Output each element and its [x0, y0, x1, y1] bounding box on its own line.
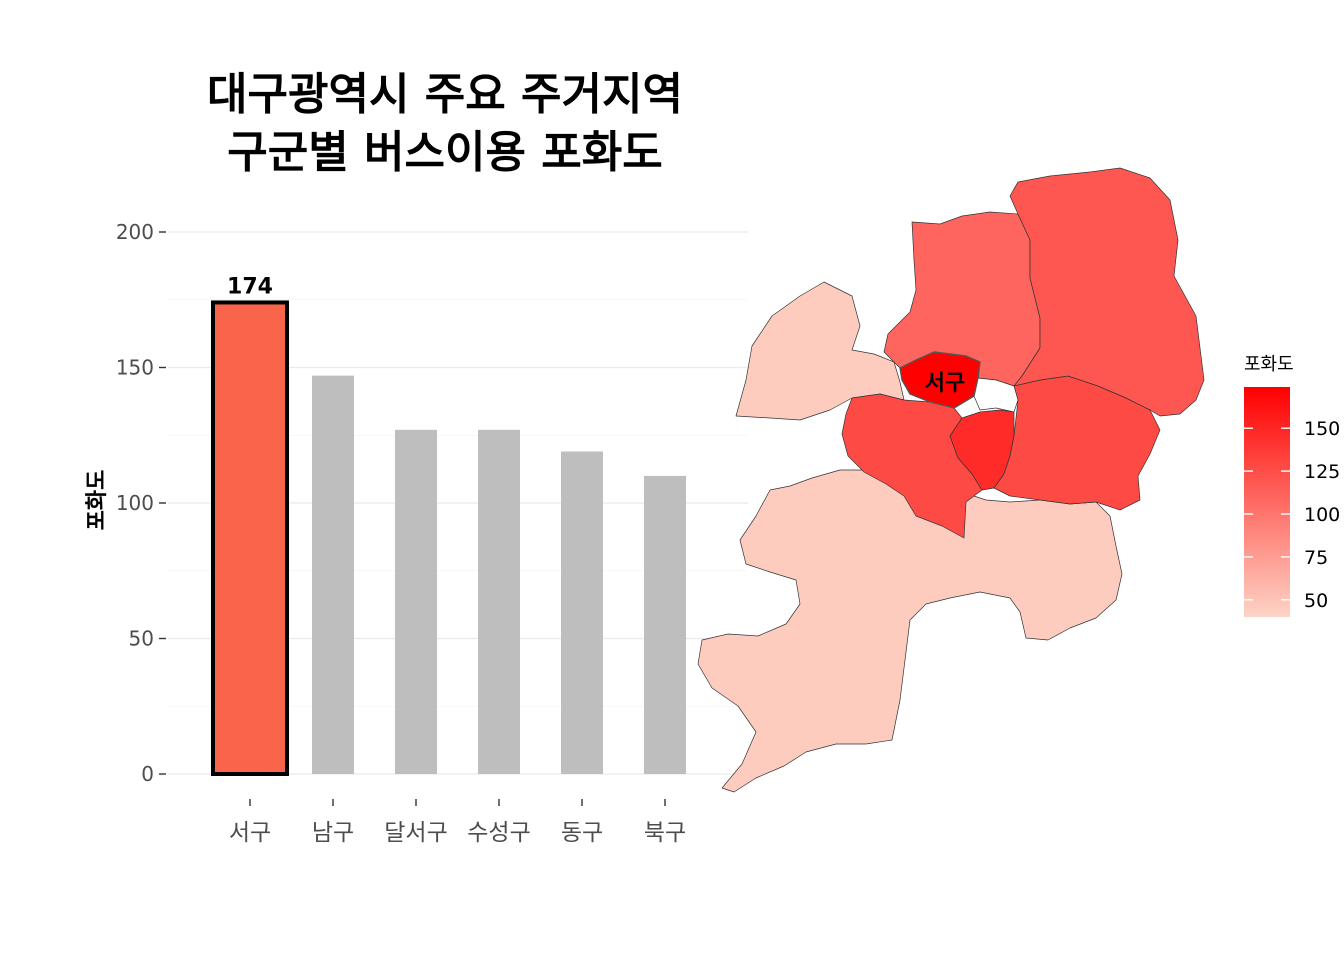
- y-tick-label: 150: [116, 356, 154, 380]
- x-tick-label: 수성구: [467, 820, 530, 846]
- legend-tick-label: 50: [1304, 590, 1328, 612]
- chart-title: 대구광역시 주요 주거지역 구군별 버스이용 포화도: [60, 66, 830, 182]
- map-region: [899, 351, 981, 409]
- x-tick-label: 남구: [312, 820, 354, 846]
- chart-title-line-2: 구군별 버스이용 포화도: [227, 127, 663, 178]
- legend-tick-label: 75: [1304, 547, 1328, 569]
- map-region: [697, 469, 1123, 793]
- legend-title: 포화도: [1244, 354, 1294, 375]
- map-regions: [697, 167, 1205, 793]
- y-tick-label: 200: [116, 220, 154, 244]
- x-tick-label: 동구: [561, 820, 603, 846]
- color-legend: 포화도 50 75 100 125 150: [1244, 354, 1340, 617]
- x-axis: 서구 남구 달서구 수성구 동구 북구: [229, 799, 686, 846]
- legend-colorbar: [1244, 387, 1290, 617]
- bar-value-label: 174: [227, 274, 273, 299]
- legend-tick-label: 150: [1304, 418, 1340, 440]
- map-region: [1009, 167, 1205, 417]
- bar: [478, 429, 520, 774]
- bars: 174: [211, 274, 686, 776]
- chart-title-line-1: 대구광역시 주요 주거지역: [207, 69, 683, 120]
- x-tick-label: 달서구: [384, 820, 447, 846]
- map-region: [973, 377, 1019, 413]
- bar-highlight: [211, 300, 289, 776]
- bar: [312, 375, 354, 774]
- map-region: [735, 281, 905, 421]
- legend-tick-label: 100: [1304, 504, 1340, 526]
- bar: [644, 475, 686, 774]
- map-region-label: 서구: [925, 371, 965, 396]
- y-tick-label: 0: [141, 762, 154, 786]
- y-tick-label: 100: [116, 491, 154, 515]
- bar: [395, 429, 437, 774]
- x-tick-label: 북구: [644, 820, 686, 846]
- bar: [561, 451, 603, 774]
- y-axis-label: 포화도: [85, 470, 110, 531]
- x-tick-label: 서구: [229, 820, 271, 846]
- y-tick-label: 50: [129, 627, 154, 651]
- legend-tick-label: 125: [1304, 461, 1340, 483]
- y-axis: 0 50 100 150 200: [116, 220, 166, 786]
